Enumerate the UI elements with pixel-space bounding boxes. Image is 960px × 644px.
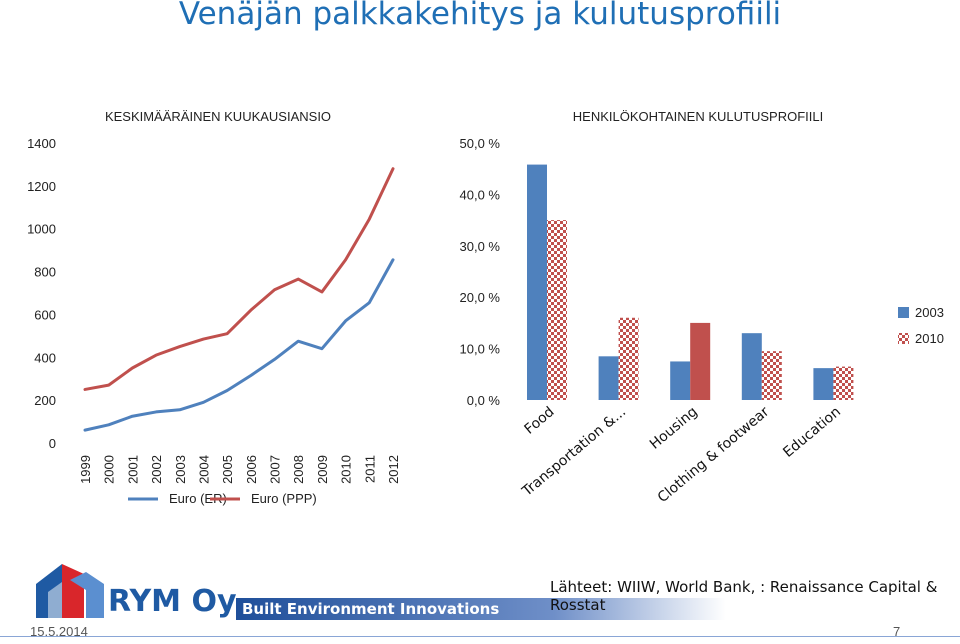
x-tick-label: 1999 bbox=[78, 455, 93, 484]
y-tick-label: 1000 bbox=[27, 222, 56, 237]
bar-2003 bbox=[670, 361, 691, 400]
legend-label: 2003 bbox=[915, 305, 944, 320]
x-tick-label: 2006 bbox=[244, 455, 259, 484]
line-chart: KESKIMÄÄRÄINEN KUUKAUSIANSIO 0 200 400 600 8… bbox=[27, 109, 401, 506]
y-tick-label: 1400 bbox=[27, 136, 56, 151]
bar-2003 bbox=[598, 356, 619, 400]
x-tick-label: 2011 bbox=[362, 455, 377, 483]
x-tick-label: 2008 bbox=[291, 455, 306, 484]
x-tick-label: 2007 bbox=[268, 455, 283, 484]
company-name: RYM Oy bbox=[108, 584, 237, 619]
bar-2003 bbox=[741, 333, 762, 400]
x-tick-label: 2000 bbox=[102, 455, 117, 484]
x-tick-label: 2003 bbox=[173, 455, 188, 484]
bar-2010 bbox=[547, 220, 567, 400]
y-tick-label: 20,0 % bbox=[460, 290, 501, 305]
y-tick-label: 50,0 % bbox=[460, 136, 501, 151]
legend-swatch bbox=[898, 333, 909, 344]
x-tick-label: 2004 bbox=[196, 455, 211, 484]
bar-chart-title: HENKILÖKOHTAINEN KULUTUSPROFIILI bbox=[573, 109, 823, 124]
bar-chart: HENKILÖKOHTAINEN KULUTUSPROFIILI 0,0 % 10… bbox=[460, 109, 944, 506]
y-tick-label: 0,0 % bbox=[467, 393, 501, 408]
bar-2010 bbox=[761, 351, 782, 400]
page-title: Venäjän palkkakehitys ja kulutusprofiili bbox=[178, 0, 782, 32]
x-tick-label: 2012 bbox=[386, 455, 401, 484]
bar-2010 bbox=[833, 366, 854, 400]
y-tick-label: 40,0 % bbox=[460, 187, 501, 202]
bar-2003 bbox=[813, 368, 834, 400]
y-tick-label: 0 bbox=[49, 436, 56, 451]
slide-date: 15.5.2014 bbox=[30, 624, 88, 639]
x-tick-label: 2005 bbox=[220, 455, 235, 484]
footer-divider bbox=[0, 636, 960, 637]
category-label: Education bbox=[780, 404, 844, 461]
y-tick-label: 1200 bbox=[27, 179, 56, 194]
legend-swatch bbox=[898, 307, 909, 318]
category-label: Food bbox=[522, 404, 558, 438]
bar-2010 bbox=[618, 317, 639, 400]
category-label: Housing bbox=[647, 404, 701, 453]
y-tick-label: 30,0 % bbox=[460, 239, 501, 254]
legend-label: 2010 bbox=[915, 331, 944, 346]
y-tick-label: 800 bbox=[34, 265, 56, 280]
source-text: Lähteet: WIIW, World Bank, : Renaissance… bbox=[550, 578, 938, 614]
x-tick-label: 2001 bbox=[125, 455, 140, 484]
x-tick-label: 2002 bbox=[149, 455, 164, 484]
x-tick-label: 2010 bbox=[339, 455, 354, 484]
bar-2010 bbox=[690, 322, 711, 400]
bar-2003 bbox=[527, 164, 547, 400]
series-line-er bbox=[83, 258, 395, 432]
y-tick-label: 400 bbox=[34, 350, 56, 365]
y-tick-label: 10,0 % bbox=[460, 342, 501, 357]
tagline-text: Built Environment Innovations bbox=[242, 600, 500, 618]
page-number: 7 bbox=[893, 624, 901, 639]
legend-label: Euro (PPP) bbox=[251, 491, 317, 506]
line-chart-title: KESKIMÄÄRÄINEN KUUKAUSIANSIO bbox=[105, 109, 331, 124]
tagline-banner: Built Environment Innovations bbox=[236, 598, 726, 620]
series-line-ppp bbox=[83, 167, 395, 391]
rym-logo-icon bbox=[36, 564, 104, 618]
legend-label: Euro (ER) bbox=[169, 491, 227, 506]
x-tick-label: 2009 bbox=[315, 455, 330, 484]
y-tick-label: 200 bbox=[34, 393, 56, 408]
y-tick-label: 600 bbox=[34, 307, 56, 322]
